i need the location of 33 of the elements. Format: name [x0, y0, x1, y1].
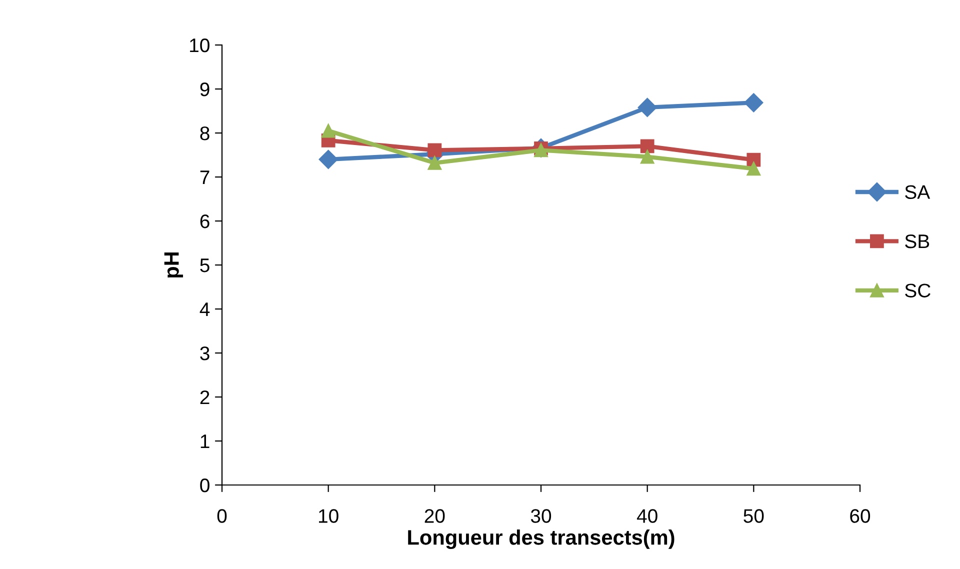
y-tick-label: 5	[200, 258, 210, 272]
point	[428, 156, 442, 170]
y-tick-label: 8	[200, 126, 210, 140]
point	[318, 150, 338, 169]
point	[746, 152, 761, 167]
point	[640, 139, 654, 154]
point	[428, 143, 442, 158]
y-tick-label: 0	[200, 478, 210, 492]
point	[640, 150, 654, 164]
x-tick-label: 0	[217, 509, 227, 523]
point	[746, 162, 761, 176]
x-tick-label: 60	[850, 509, 870, 523]
legend-label: SC	[905, 284, 930, 298]
point	[638, 98, 657, 118]
x-tick-label: 40	[636, 509, 658, 523]
y-tick-label: 2	[200, 390, 210, 404]
point	[744, 93, 764, 112]
y-axis-title: pH	[164, 252, 184, 278]
x-tick-label: 50	[744, 509, 764, 523]
y-tick-label: 6	[200, 214, 210, 228]
y-tick-label: 9	[200, 82, 210, 96]
legend-label: SA	[905, 185, 930, 199]
x-tick-label: 20	[424, 509, 445, 523]
y-tick-label: 1	[200, 434, 210, 448]
x-tick-label: 10	[319, 509, 338, 523]
y-tick-label: 4	[200, 302, 210, 316]
y-tick-label: 7	[200, 170, 210, 184]
x-tick-label: 30	[530, 509, 552, 523]
legend-label: SB	[905, 234, 930, 248]
y-tick-label: 10	[190, 38, 210, 52]
y-tick-label: 3	[200, 346, 210, 360]
x-axis-title: Longueur des transects(m)	[408, 530, 674, 550]
point	[321, 124, 336, 138]
